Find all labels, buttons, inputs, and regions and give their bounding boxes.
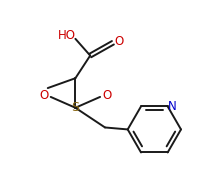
Text: O: O <box>114 35 123 48</box>
Text: HO: HO <box>58 29 76 42</box>
Text: O: O <box>39 89 49 102</box>
Text: N: N <box>168 100 177 113</box>
Text: O: O <box>102 89 112 102</box>
Text: S: S <box>71 101 79 114</box>
